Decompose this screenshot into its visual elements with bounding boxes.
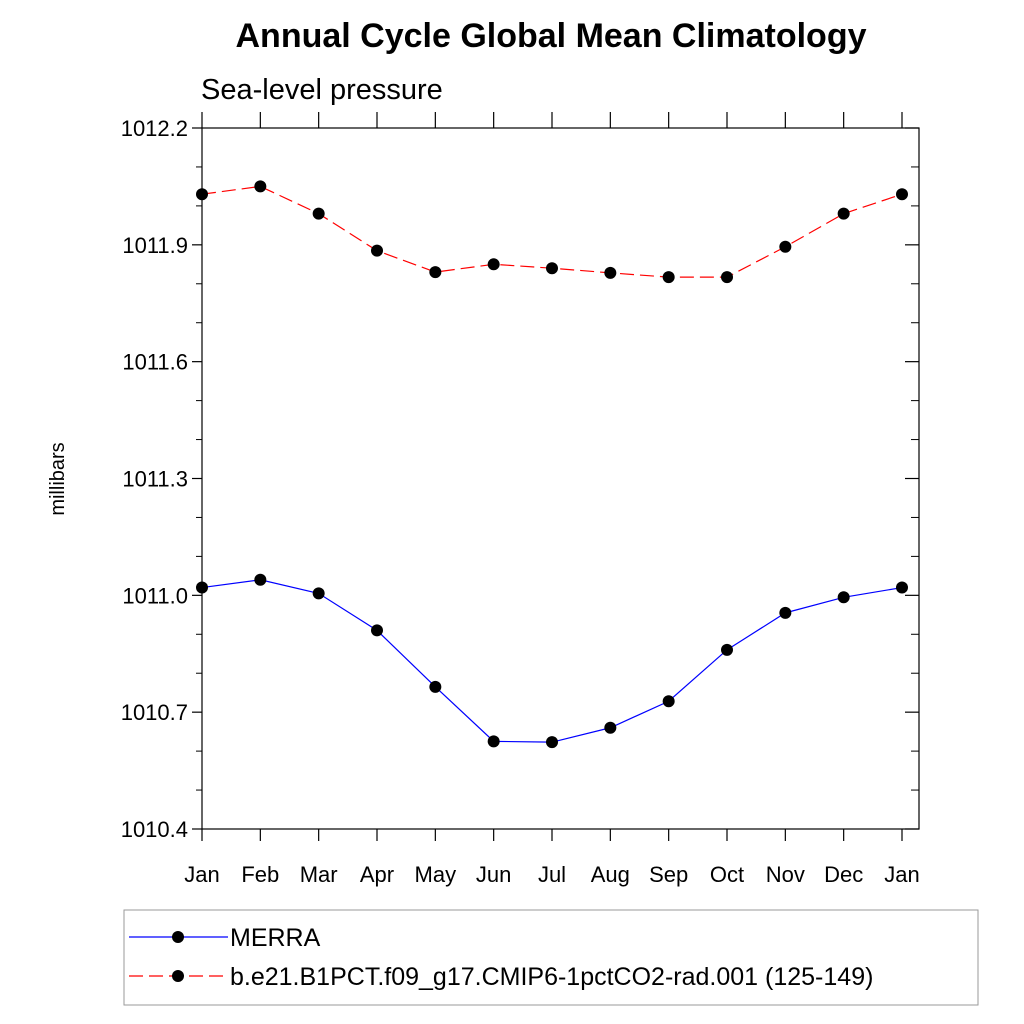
series-line-0: [201, 579, 903, 743]
legend-label-0: MERRA: [230, 924, 321, 952]
x-tick-label: Apr: [360, 862, 394, 887]
y-tick-label: 1011.9: [122, 233, 188, 258]
x-tick-label: Jan: [184, 862, 219, 887]
data-point: [662, 695, 675, 708]
x-tick-label: Dec: [824, 862, 863, 887]
legend: MERRA b.e21.B1PCT.f09_g17.CMIP6-1pctCO2-r…: [129, 924, 873, 991]
data-point: [837, 591, 850, 604]
data-point: [896, 581, 908, 594]
x-tick-label: May: [415, 862, 457, 887]
legend-box: [123, 909, 979, 1006]
x-tick-label: Jul: [538, 862, 566, 887]
data-point: [779, 240, 792, 253]
data-point: [312, 587, 325, 600]
x-tick-label: Sep: [649, 862, 688, 887]
x-tick-label: Aug: [591, 862, 630, 887]
data-point: [196, 188, 208, 201]
y-tick-label: 1011.6: [122, 350, 188, 375]
data-point: [604, 721, 617, 734]
data-point: [429, 680, 442, 693]
plot-area: 1010.4 1010.7 1011.0 1011.3 1011.6 1011.9 1012…: [121, 112, 920, 887]
data-point: [487, 258, 500, 271]
data-point: [312, 207, 325, 220]
data-point: [721, 271, 733, 284]
legend-label-1: b.e21.B1PCT.f09_g17.CMIP6-1pctCO2-rad.00…: [230, 963, 873, 991]
plot-frame: [201, 127, 920, 830]
data-point: [429, 266, 442, 279]
x-tick-label: Jan: [884, 862, 919, 887]
data-point: [487, 735, 500, 748]
x-tick-label: Jun: [476, 862, 511, 887]
y-tick-label: 1010.7: [121, 700, 188, 725]
y-tick-label: 1010.4: [121, 817, 188, 842]
data-point: [254, 573, 267, 586]
x-tick-label: Oct: [710, 862, 744, 887]
x-tick-label: Nov: [766, 862, 805, 887]
data-point: [721, 643, 733, 656]
data-point: [604, 266, 617, 279]
chart-subtitle: Sea-level pressure: [201, 74, 443, 106]
data-point: [779, 606, 792, 619]
y-axis-label: millibars: [47, 442, 69, 515]
legend-marker-0: [172, 931, 184, 943]
y-tick-label: 1012.2: [121, 116, 188, 141]
y-tick-label: 1011.0: [122, 583, 188, 608]
x-tick-label: Feb: [241, 862, 279, 887]
data-point: [371, 244, 383, 257]
data-point: [546, 736, 558, 749]
data-point: [371, 624, 383, 637]
data-point: [254, 180, 267, 193]
chart-title: Annual Cycle Global Mean Climatology: [236, 17, 867, 55]
x-tick-label: Mar: [300, 862, 338, 887]
data-point: [662, 271, 675, 284]
legend-marker-1: [172, 970, 184, 982]
y-tick-label: 1011.3: [122, 467, 188, 492]
data-point: [896, 188, 908, 201]
data-point: [196, 581, 208, 594]
data-point: [837, 207, 850, 220]
data-point: [546, 262, 558, 275]
